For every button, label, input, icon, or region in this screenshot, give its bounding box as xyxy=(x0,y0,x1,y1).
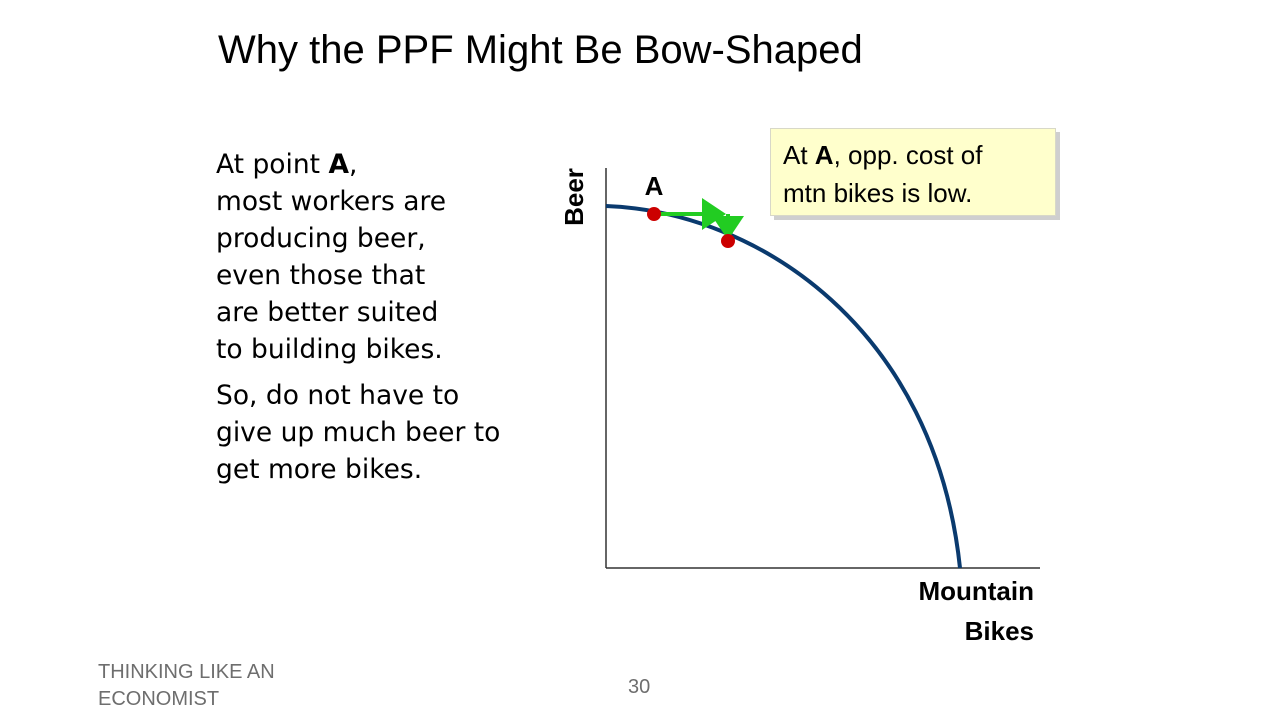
footer-text: THINKING LIKE AN ECONOMIST xyxy=(98,661,275,710)
explanation-line: give up much beer to xyxy=(216,417,501,448)
explanation-line: most workers are xyxy=(216,186,447,217)
point-a-label: A xyxy=(645,171,664,201)
callout-text: At xyxy=(783,140,815,170)
point-next xyxy=(721,234,735,248)
explanation-paragraph-2: So, do not have to give up much beer to … xyxy=(216,377,536,488)
ppf-curve xyxy=(605,204,962,569)
text-fragment: , xyxy=(349,149,358,180)
callout-point-label: A xyxy=(814,140,834,170)
text-fragment: At point xyxy=(216,149,329,180)
explanation-line: to building bikes. xyxy=(216,334,443,365)
x-axis-label-line-1: Mountain xyxy=(918,576,1034,606)
y-axis-label: Beer xyxy=(559,168,589,226)
explanation-text: At point A, most workers are producing b… xyxy=(216,146,536,488)
point-a-emphasis: A xyxy=(328,149,349,180)
explanation-line: get more bikes. xyxy=(216,454,423,485)
explanation-line: producing beer, xyxy=(216,223,426,254)
callout-line-2: mtn bikes is low. xyxy=(783,178,973,208)
slide-title: Why the PPF Might Be Bow-Shaped xyxy=(218,28,863,72)
callout-text: , opp. cost of xyxy=(833,140,983,170)
point-a xyxy=(647,207,661,221)
explanation-line: So, do not have to xyxy=(216,380,460,411)
explanation-line: are better suited xyxy=(216,297,439,328)
callout-line-1: At A, opp. cost of xyxy=(783,136,1043,174)
explanation-line: even those that xyxy=(216,260,426,291)
callout-box: At A, opp. cost of mtn bikes is low. xyxy=(770,128,1056,216)
explanation-paragraph-1: At point A, most workers are producing b… xyxy=(216,146,536,368)
explanation-line: At point A, xyxy=(216,146,536,183)
x-axis-label-line-2: Bikes xyxy=(965,616,1034,646)
slide-number: 30 xyxy=(628,676,651,698)
